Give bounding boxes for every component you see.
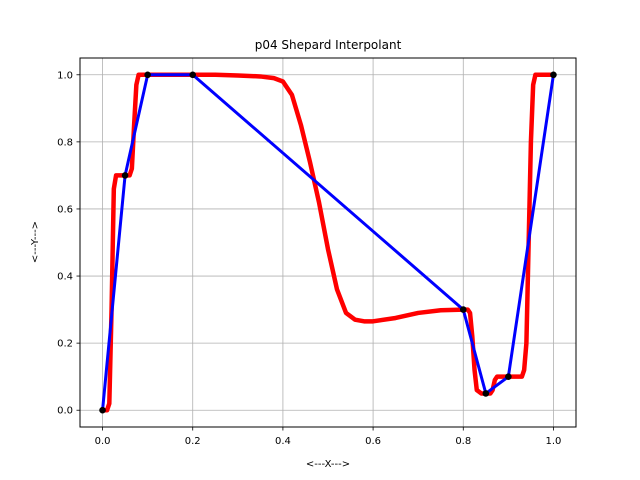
x-tick-label: 0.2 [185,436,201,447]
series-layer [100,72,556,413]
data-point [189,71,197,79]
data-point [505,373,512,380]
x-tick-label: 0.0 [95,436,111,447]
data-point [482,390,490,397]
y-axis-label: <---Y---> [30,221,41,263]
series-line-piecewise-linear [101,73,555,412]
x-tick-label: 0.8 [455,436,471,447]
data-point [99,406,106,414]
data-point [144,71,151,79]
data-point [121,172,129,179]
x-tick-label: 1.0 [546,436,562,447]
x-tick-label: 0.6 [365,436,381,447]
y-tick-label: 0.4 [57,272,73,283]
data-point [550,71,557,79]
plot-frame [79,57,577,428]
y-tick-label: 0.6 [57,204,73,215]
x-axis-label: <---X---> [306,459,350,470]
y-tick-label: 1.0 [57,70,73,81]
y-tick-label: 0.0 [57,406,73,417]
x-tick-label: 0.4 [275,436,291,447]
y-tick-label: 0.2 [57,339,73,350]
y-tick-label: 0.8 [57,137,73,148]
chart-title: p04 Shepard Interpolant [255,38,402,52]
data-points [99,71,557,414]
data-point [459,306,467,313]
series-line-shepard-interpolant [100,72,556,413]
ticks: 0.0 0.2 0.4 0.6 0.8 1.0 0.0 0.2 0.4 0.6 0.8 1.0 [57,70,561,447]
